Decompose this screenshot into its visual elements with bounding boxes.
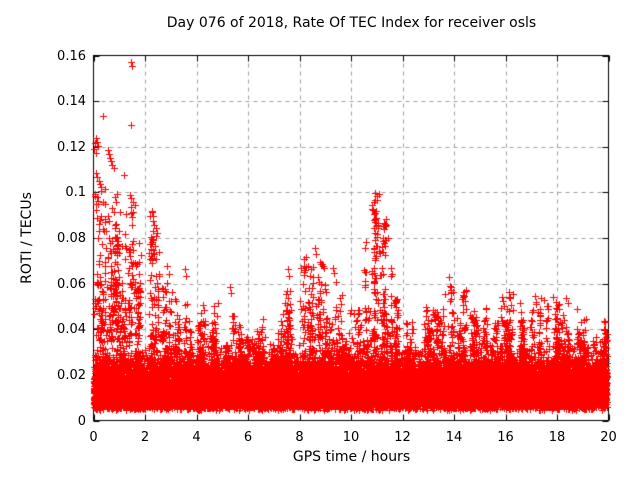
x-tick-label: 20 <box>600 430 617 445</box>
x-tick-label: 18 <box>548 430 566 445</box>
x-tick-label: 2 <box>140 430 150 445</box>
x-tick-label: 16 <box>497 430 514 445</box>
y-tick-label: 0.14 <box>57 94 86 110</box>
x-tick-label: 12 <box>394 430 411 445</box>
chart-title: Day 076 of 2018, Rate Of TEC Index for r… <box>166 15 537 31</box>
y-tick-label: 0.04 <box>57 322 86 338</box>
x-tick-label: 4 <box>192 430 201 445</box>
x-tick-label: 8 <box>295 430 304 445</box>
x-tick-label: 14 <box>445 430 463 445</box>
x-tick-label: 6 <box>243 430 253 445</box>
y-tick-label: 0.02 <box>57 367 86 383</box>
x-tick-label: 10 <box>342 430 360 445</box>
y-tick-label: 0.06 <box>57 276 86 292</box>
y-tick-label: 0.08 <box>57 231 86 246</box>
x-axis-label: GPS time / hours <box>292 449 411 465</box>
x-tick-label: 0 <box>89 430 98 445</box>
y-tick-label: 0.1 <box>65 185 86 201</box>
y-tick-label: 0 <box>77 413 86 429</box>
y-tick-label: 0.12 <box>57 139 86 155</box>
y-tick-label: 0.16 <box>57 48 86 64</box>
